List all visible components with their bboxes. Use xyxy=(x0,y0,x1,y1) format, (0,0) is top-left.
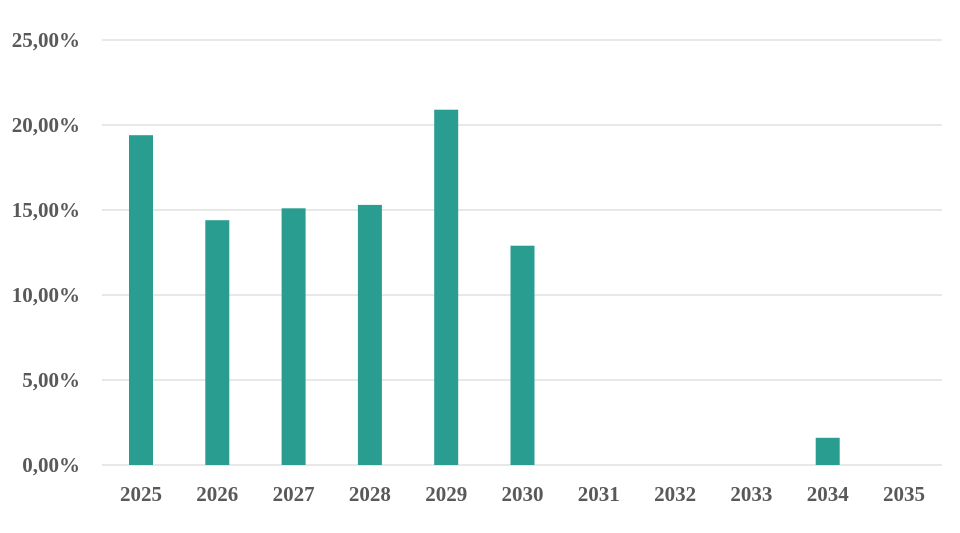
x-tick-label: 2033 xyxy=(730,482,772,506)
y-tick-label: 20,00% xyxy=(12,113,80,137)
x-tick-label: 2035 xyxy=(883,482,925,506)
x-axis-ticks: 2025 2026 2027 2028 2029 2030 2031 2032 2033 2034… xyxy=(120,482,925,506)
x-tick-label: 2034 xyxy=(807,482,850,506)
y-tick-label: 25,00% xyxy=(12,28,80,52)
x-tick-label: 2027 xyxy=(273,482,315,506)
bar-2029 xyxy=(434,109,459,465)
bar-2034 xyxy=(815,437,840,465)
y-tick-label: 10,00% xyxy=(12,283,80,307)
x-tick-label: 2029 xyxy=(425,482,467,506)
x-tick-label: 2026 xyxy=(196,482,238,506)
bar-2030 xyxy=(510,245,535,465)
bar-2028 xyxy=(357,204,382,465)
y-tick-label: 15,00% xyxy=(12,198,80,222)
bars xyxy=(129,109,840,466)
bar-2025 xyxy=(129,135,153,465)
y-tick-label: 0,00% xyxy=(22,453,80,477)
bar-2026 xyxy=(205,220,230,465)
bar-2027 xyxy=(281,208,306,466)
y-axis-ticks: 0,00% 5,00% 10,00% 15,00% 20,00% 25,00% xyxy=(12,28,80,477)
y-tick-label: 5,00% xyxy=(22,368,80,392)
x-tick-label: 2031 xyxy=(578,482,620,506)
x-tick-label: 2032 xyxy=(654,482,696,506)
x-tick-label: 2030 xyxy=(502,482,544,506)
x-tick-label: 2025 xyxy=(120,482,162,506)
x-tick-label: 2028 xyxy=(349,482,391,506)
